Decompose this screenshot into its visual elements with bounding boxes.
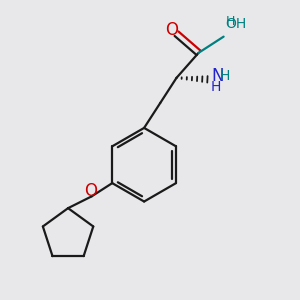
Text: H: H: [219, 69, 230, 83]
Text: O: O: [165, 21, 178, 39]
Text: N: N: [211, 67, 224, 85]
Text: H: H: [211, 80, 221, 94]
Text: OH: OH: [225, 17, 246, 31]
Text: H: H: [226, 15, 235, 28]
Text: O: O: [84, 182, 97, 200]
